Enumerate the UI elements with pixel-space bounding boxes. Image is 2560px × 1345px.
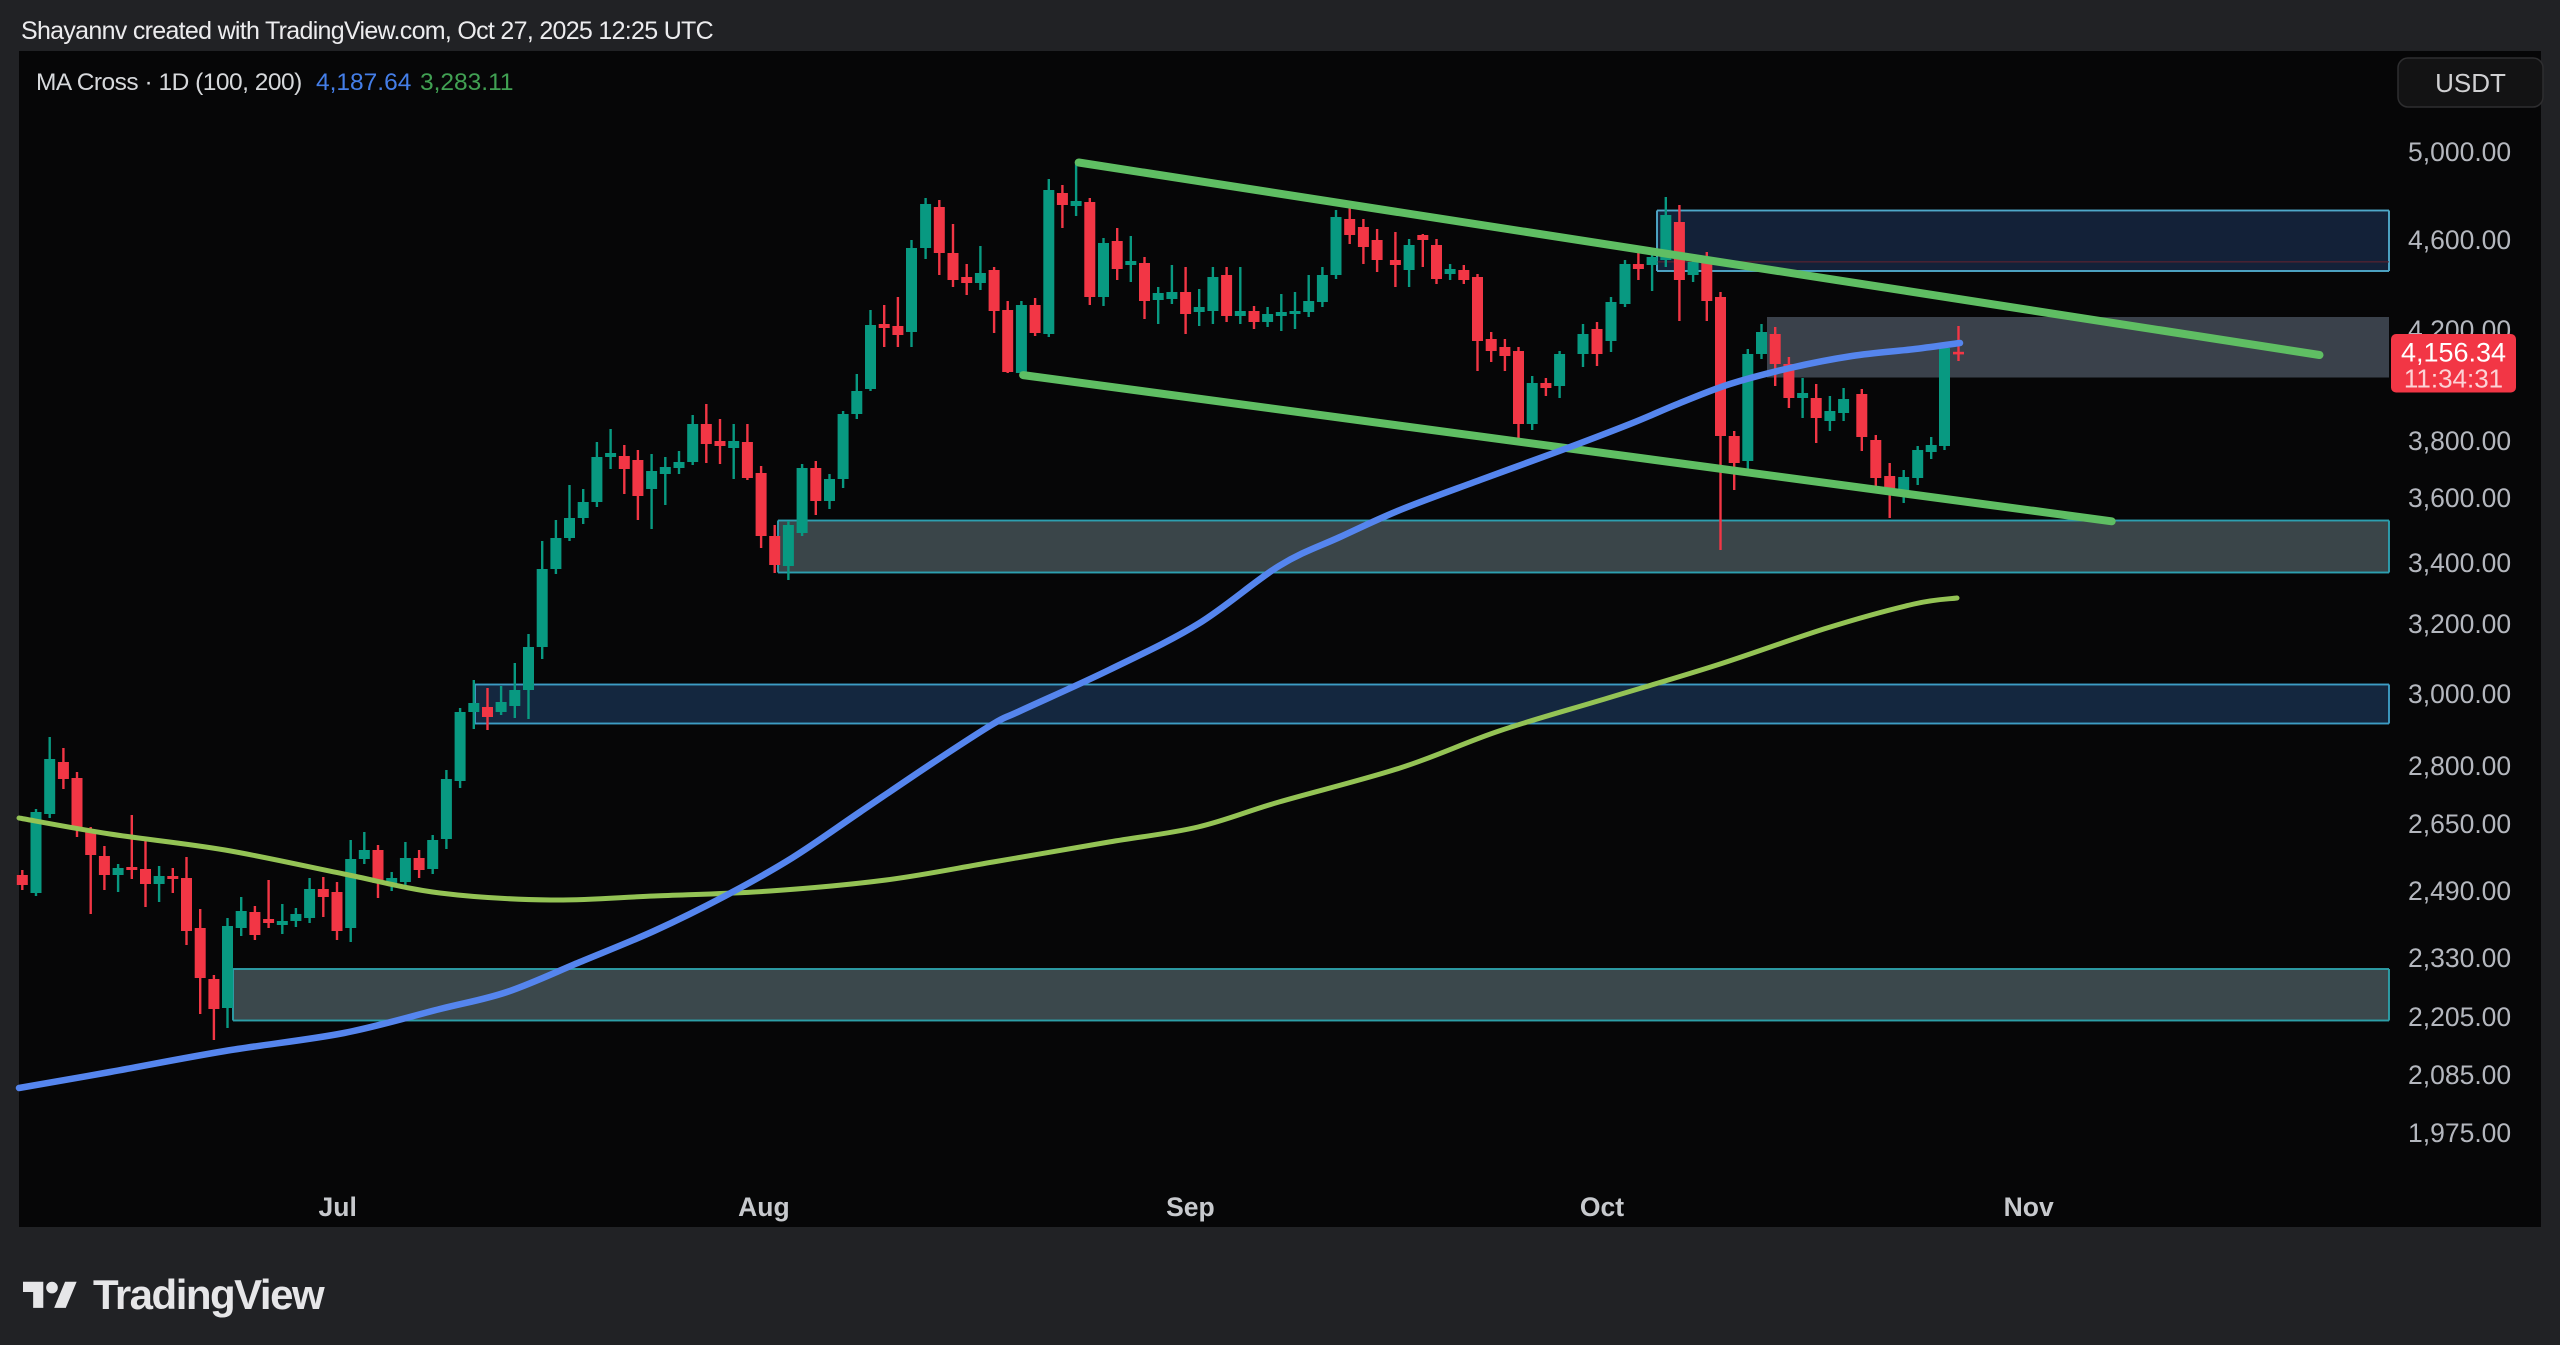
svg-text:11:34:31: 11:34:31 bbox=[2404, 364, 2503, 394]
svg-text:2,085.00: 2,085.00 bbox=[2408, 1060, 2511, 1090]
svg-text:2,490.00: 2,490.00 bbox=[2408, 876, 2511, 906]
svg-text:Jul: Jul bbox=[319, 1192, 357, 1222]
svg-text:4,600.00: 4,600.00 bbox=[2408, 225, 2511, 255]
svg-text:2,330.00: 2,330.00 bbox=[2408, 943, 2511, 973]
svg-text:3,200.00: 3,200.00 bbox=[2408, 609, 2511, 639]
svg-text:MA Cross · 1D (100, 200): MA Cross · 1D (100, 200) bbox=[36, 69, 302, 96]
svg-text:3,400.00: 3,400.00 bbox=[2408, 548, 2511, 578]
svg-text:Sep: Sep bbox=[1166, 1192, 1215, 1222]
svg-text:Nov: Nov bbox=[2004, 1192, 2054, 1222]
svg-text:4,187.64: 4,187.64 bbox=[316, 69, 411, 96]
svg-text:Aug: Aug bbox=[738, 1192, 790, 1222]
svg-text:2,205.00: 2,205.00 bbox=[2408, 1002, 2511, 1032]
svg-text:2,650.00: 2,650.00 bbox=[2408, 809, 2511, 839]
svg-text:Shayannv created with TradingV: Shayannv created with TradingView.com, O… bbox=[21, 17, 714, 45]
svg-text:4,156.34: 4,156.34 bbox=[2401, 338, 2506, 368]
svg-text:Oct: Oct bbox=[1580, 1192, 1624, 1222]
svg-text:3,283.11: 3,283.11 bbox=[420, 69, 514, 96]
svg-text:2,800.00: 2,800.00 bbox=[2408, 751, 2511, 781]
svg-text:3,600.00: 3,600.00 bbox=[2408, 483, 2511, 513]
svg-text:USDT: USDT bbox=[2435, 68, 2506, 98]
svg-text:1,975.00: 1,975.00 bbox=[2408, 1118, 2511, 1148]
svg-text:3,000.00: 3,000.00 bbox=[2408, 679, 2511, 709]
svg-text:TradingView: TradingView bbox=[93, 1271, 325, 1318]
svg-text:3,800.00: 3,800.00 bbox=[2408, 426, 2511, 456]
svg-text:5,000.00: 5,000.00 bbox=[2408, 137, 2511, 167]
